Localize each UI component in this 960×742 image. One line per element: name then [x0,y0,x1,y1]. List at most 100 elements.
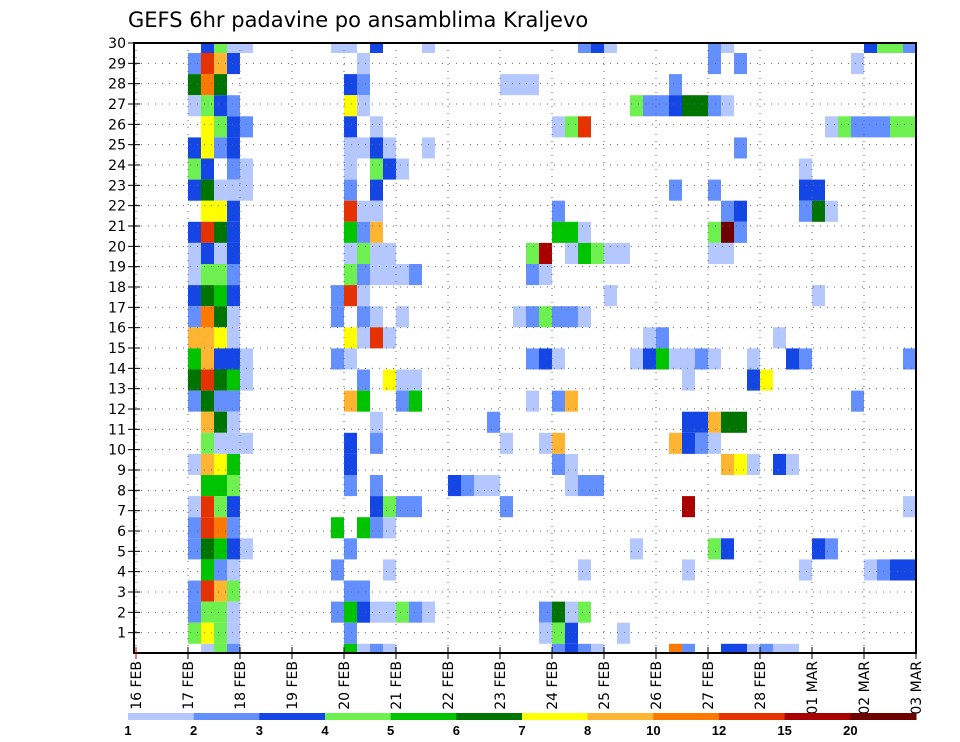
heatmap-cell [721,242,734,264]
heatmap-cell [552,622,565,644]
heatmap-cell [188,242,201,264]
x-tick-label: 24 FEB [545,661,561,710]
heatmap-cell [370,432,383,454]
heatmap-cell [201,53,214,75]
heatmap-cell [578,221,591,243]
colorbar: 1 2 3 4 5 6 7 8 10 12 15 20 [124,713,917,738]
colorbar-label: 10 [646,723,660,738]
heatmap-cell [630,348,643,370]
heatmap-cell [214,43,227,53]
y-tick-label: 4 [117,565,126,581]
heatmap-cell [669,74,682,96]
heatmap-cell [188,622,201,644]
heatmap-cell [357,517,370,539]
heatmap-cell [552,221,565,243]
heatmap-cell [214,369,227,391]
heatmap-cell [695,411,708,433]
y-tick-label: 24 [108,158,126,174]
heatmap-cell [357,242,370,264]
heatmap-cell [370,306,383,328]
colorbar-label: 1 [124,723,131,738]
heatmap-cell [773,453,786,475]
heatmap-cell [487,411,500,433]
heatmap-cell [214,348,227,370]
heatmap-cell [591,475,604,497]
heatmap-cell [396,158,409,180]
heatmap-cell [370,137,383,159]
heatmap-cell [201,137,214,159]
heatmap-cell [188,517,201,539]
colorbar-label: 7 [518,723,525,738]
heatmap-cell [331,559,344,581]
x-tick-label: 26 FEB [649,661,665,710]
heatmap-cell [227,369,240,391]
heatmap-cell [214,390,227,412]
heatmap-cell [604,43,617,53]
heatmap-cell [708,242,721,264]
heatmap-cell [201,622,214,644]
heatmap-cell [344,264,357,286]
colorbar-segment [719,713,786,720]
heatmap-cell [578,306,591,328]
heatmap-cell [539,622,552,644]
heatmap-cell [357,95,370,117]
heatmap-cell [591,643,604,653]
heatmap-cell [227,538,240,560]
y-tick-label: 20 [108,239,126,255]
heatmap-cell [643,348,656,370]
heatmap-cell [370,242,383,264]
heatmap-cell [227,496,240,518]
heatmap-cell [214,137,227,159]
heatmap-cell [370,643,383,653]
heatmap-cell [227,517,240,539]
heatmap-cell [201,43,214,53]
heatmap-cell [331,285,344,307]
colorbar-label: 3 [256,723,263,738]
x-tick-day: 18 [233,692,249,710]
heatmap-cell [383,517,396,539]
heatmap-cell [370,158,383,180]
heatmap-cell [708,179,721,201]
x-tick-label: 27 FEB [701,661,717,710]
heatmap-cell [370,264,383,286]
heatmap-cell [734,221,747,243]
heatmap-cell [344,43,357,53]
x-tick-day: 20 [337,692,353,710]
heatmap-cell [578,43,591,53]
heatmap-cell [864,559,877,581]
colorbar-segment [390,713,457,720]
heatmap-cell [188,95,201,117]
x-tick-day: 26 [649,692,665,710]
heatmap-cell [188,158,201,180]
x-tick-month: FEB [597,661,613,688]
heatmap-cell [344,580,357,602]
heatmap-cell [240,538,253,560]
heatmap-cell [539,348,552,370]
heatmap-cell [552,601,565,623]
y-tick-label: 11 [108,422,126,438]
colorbar-segment [784,713,851,720]
colorbar-label: 8 [584,723,591,738]
heatmap-cell [799,200,812,222]
heatmap-cell [344,348,357,370]
heatmap-cell [851,53,864,75]
heatmap-cell [825,538,838,560]
heatmap-cell [526,264,539,286]
heatmap-cell [513,74,526,96]
heatmap-cell [357,137,370,159]
colorbar-segment [193,713,260,720]
heatmap-cell [877,116,890,138]
heatmap-cell [201,116,214,138]
heatmap-cell [539,242,552,264]
heatmap-cell [227,43,240,53]
heatmap-cell [357,74,370,96]
x-tick-day: 03 [909,697,925,715]
heatmap-cell [682,559,695,581]
heatmap-cell [383,242,396,264]
heatmap-cell [565,622,578,644]
heatmap-cell [370,517,383,539]
heatmap-cell [214,95,227,117]
heatmap-cell [383,327,396,349]
heatmap-cell [357,264,370,286]
